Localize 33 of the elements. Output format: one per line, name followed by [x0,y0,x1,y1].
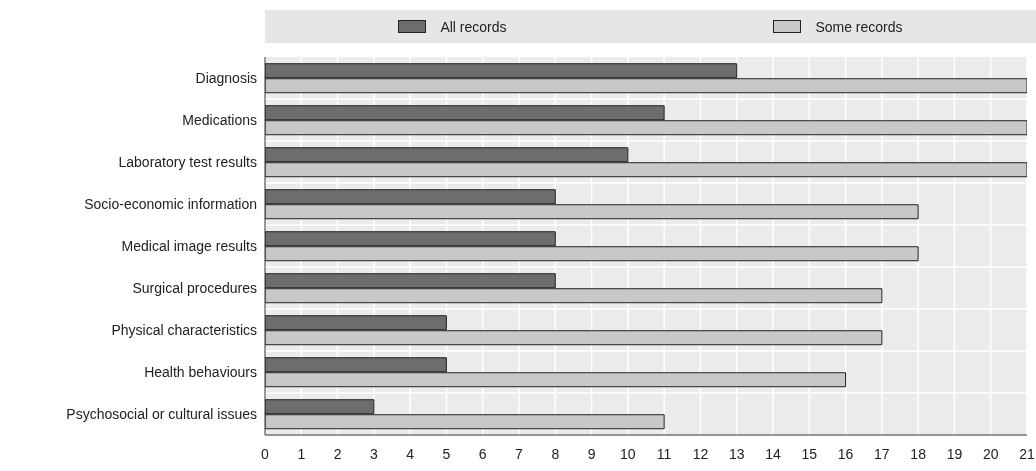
x-tick-label: 11 [656,445,672,462]
x-tick-label: 0 [261,445,270,462]
x-tick-label: 20 [982,445,999,462]
x-tick-label: 10 [620,445,636,462]
y-tick-label: Physical characteristics [111,321,257,338]
y-tick-label: Laboratory test results [118,153,257,170]
x-tick-label: 6 [478,445,487,462]
x-tick-label: 7 [515,445,524,462]
x-tick-label: 16 [837,445,854,462]
x-tick-label: 8 [551,445,560,462]
x-tick-label: 1 [297,445,306,462]
y-tick-label: Socio-economic information [84,195,257,212]
x-tick-label: 19 [946,445,963,462]
x-tick-label: 17 [874,445,890,462]
y-tick-label: Diagnosis [195,69,257,86]
y-tick-label: Medications [182,111,257,128]
y-tick-label: Health behaviours [144,363,257,380]
x-tick-label: 13 [728,445,745,462]
x-tick-label: 18 [910,445,927,462]
x-tick-label: 9 [587,445,596,462]
x-tick-label: 15 [801,445,818,462]
x-tick-label: 21 [1019,445,1035,462]
legend-label: Some records [814,18,903,35]
x-tick-label: 4 [406,445,415,462]
y-tick-label: Medical image results [121,237,257,254]
x-tick-label: 2 [333,445,342,462]
y-tick-label: Surgical procedures [132,279,257,296]
x-tick-label: 14 [765,445,781,462]
x-tick-label: 12 [692,445,709,462]
x-tick-label: 5 [442,445,451,462]
x-tick-label: 3 [369,445,378,462]
y-tick-label: Psychosocial or cultural issues [66,405,257,422]
legend-label: All records [439,18,507,35]
